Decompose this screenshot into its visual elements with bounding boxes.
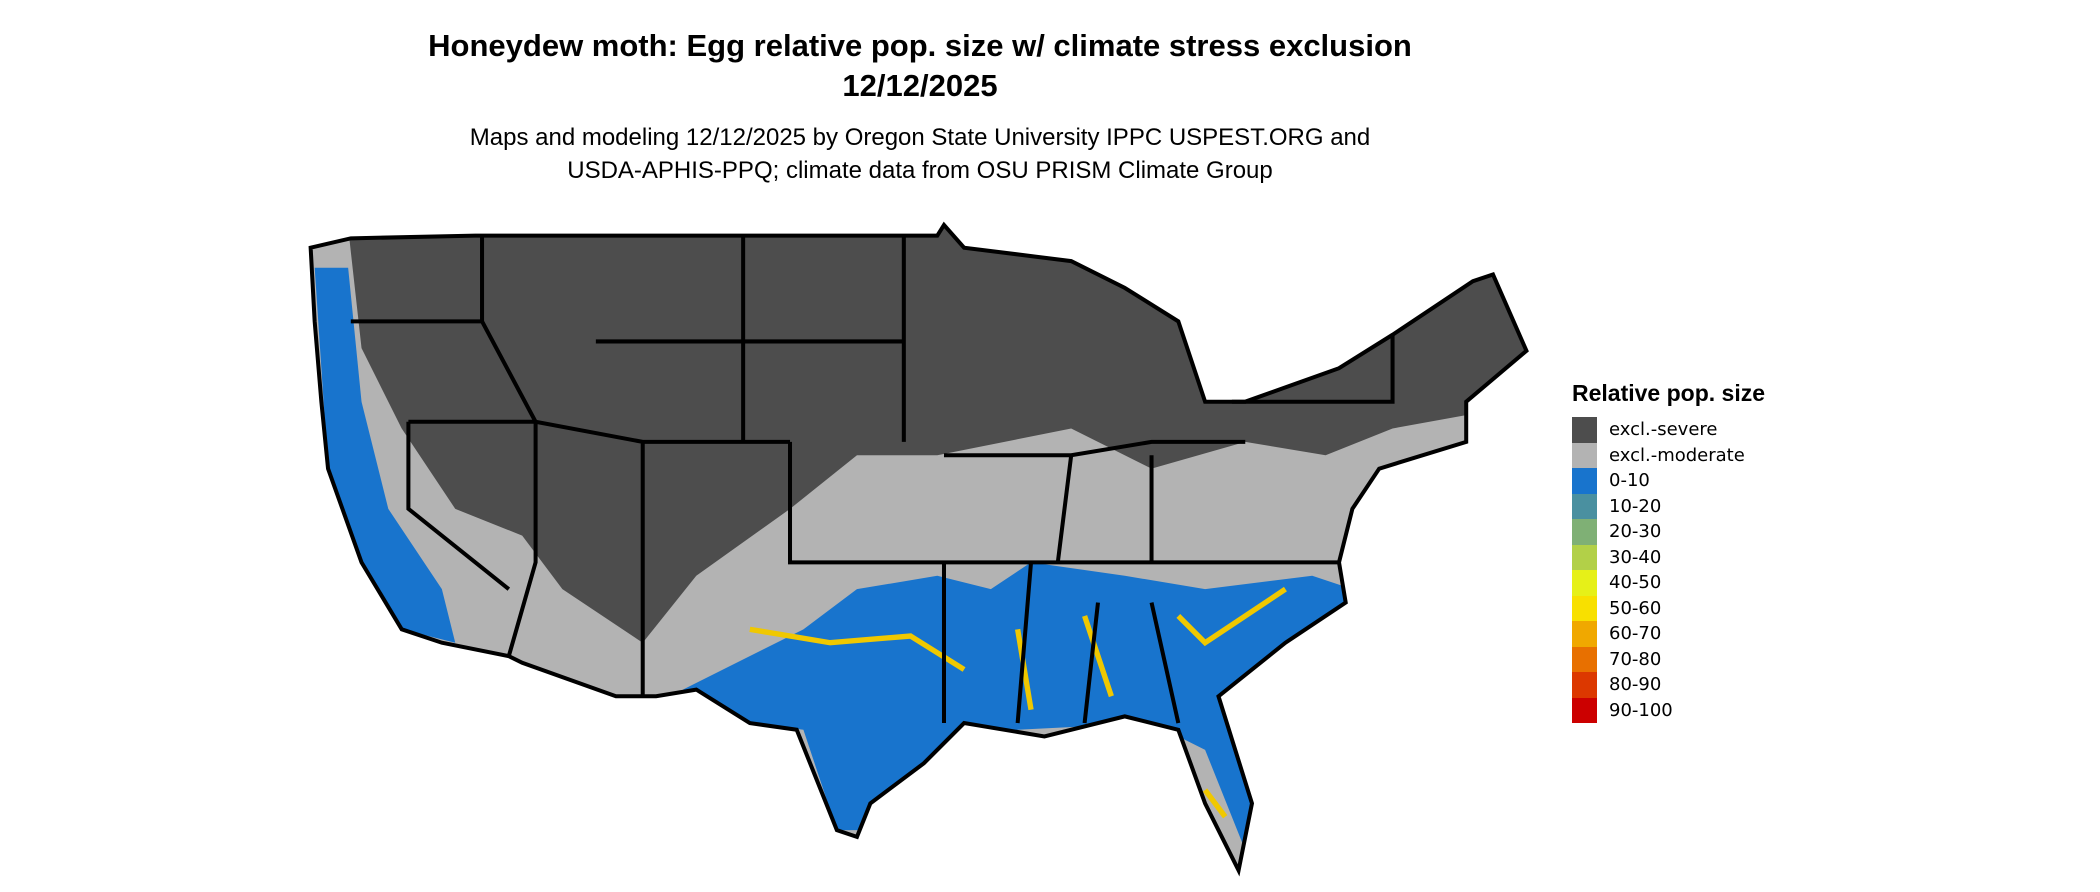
legend-label: 60-70 [1609, 623, 1662, 645]
legend-label: excl.-severe [1609, 419, 1718, 441]
legend-item: 0-10 [1572, 468, 1765, 494]
legend-swatch [1572, 544, 1597, 570]
legend-label: 50-60 [1609, 597, 1662, 619]
low-population-region [682, 535, 1366, 871]
legend-label: 20-30 [1609, 521, 1662, 543]
legend-item: 30-40 [1572, 544, 1765, 570]
subtitle-line-1: Maps and modeling 12/12/2025 by Oregon S… [469, 124, 1371, 151]
state-boundaries [350, 235, 1395, 724]
legend: Relative pop. size excl.-severe excl.-mod… [1572, 380, 1765, 723]
subtitle-line-2: USDA-APHIS-PPQ; climate data from OSU PR… [567, 157, 1273, 184]
legend-swatch [1572, 519, 1597, 545]
legend-swatch [1572, 417, 1597, 443]
legend-swatch [1572, 697, 1597, 723]
legend-swatch [1572, 570, 1597, 596]
legend-swatch [1572, 493, 1597, 519]
legend-item: 60-70 [1572, 621, 1765, 647]
legend-swatch [1572, 672, 1597, 698]
moderate-population-bands [749, 586, 1287, 819]
map-date: 12/12/2025 [842, 68, 998, 103]
legend-item: 20-30 [1572, 519, 1765, 545]
legend-label: 70-80 [1609, 648, 1662, 670]
legend-title: Relative pop. size [1572, 380, 1766, 406]
legend-swatch [1572, 442, 1597, 468]
legend-item: excl.-severe [1572, 417, 1765, 443]
legend-item: 50-60 [1572, 595, 1765, 621]
legend-item: excl.-moderate [1572, 442, 1765, 468]
legend-swatch [1572, 468, 1597, 494]
legend-label: 80-90 [1609, 674, 1662, 696]
legend-swatch [1572, 595, 1597, 621]
west-coast-low-region [314, 267, 456, 643]
legend-item: 10-20 [1572, 493, 1765, 519]
legend-label: excl.-moderate [1609, 444, 1745, 466]
legend-swatch [1572, 621, 1597, 647]
legend-label: 40-50 [1609, 572, 1662, 594]
legend-item: 80-90 [1572, 672, 1765, 698]
legend-item: 70-80 [1572, 646, 1765, 672]
legend-swatch [1572, 646, 1597, 672]
legend-label: 0-10 [1609, 470, 1650, 492]
legend-item: 90-100 [1572, 697, 1765, 723]
map-title: Honeydew moth: Egg relative pop. size w/… [428, 28, 1412, 63]
legend-label: 10-20 [1609, 495, 1662, 517]
legend-label: 90-100 [1609, 699, 1673, 721]
legend-item: 40-50 [1572, 570, 1765, 596]
legend-label: 30-40 [1609, 546, 1662, 568]
